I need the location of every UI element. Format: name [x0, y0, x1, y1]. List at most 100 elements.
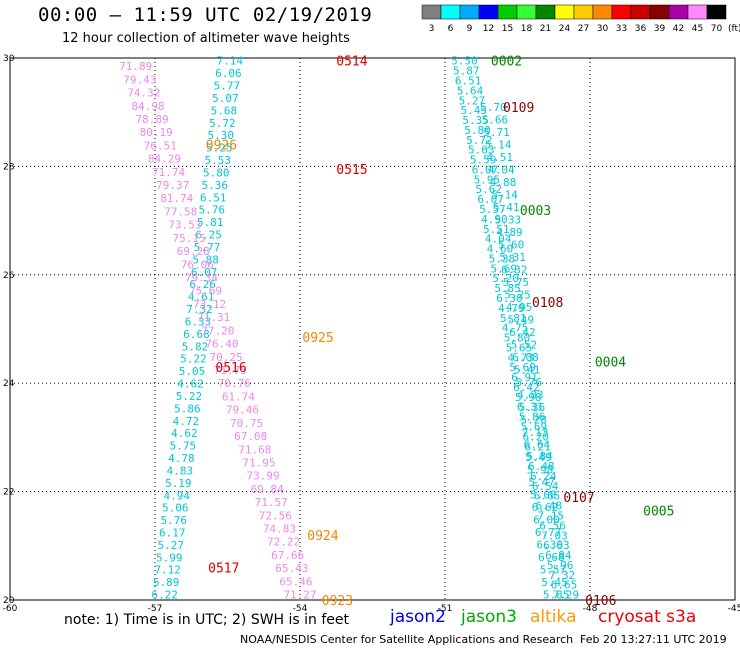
color-scale-label: 27: [578, 24, 589, 34]
wave-height-value: 5.38: [489, 252, 516, 265]
color-scale-label: 24: [559, 24, 571, 34]
wave-height-value: 80.19: [140, 126, 173, 139]
color-swatch: [459, 4, 480, 20]
wave-height-value: 5.76: [516, 376, 543, 389]
wave-height-value: 5.71: [483, 126, 510, 139]
wave-height-value: 4.79: [498, 302, 525, 315]
wave-height-value: 79.37: [156, 179, 189, 192]
wave-height-value: 7.32: [549, 569, 576, 582]
wave-height-value: 4.90: [481, 213, 508, 226]
wave-height-value: 5.06: [162, 502, 189, 515]
lat-tick-label: 28: [3, 162, 15, 172]
wave-height-value: 65.43: [275, 562, 308, 575]
wave-height-value: 6.48: [536, 500, 563, 513]
wave-height-value: 5.45: [541, 576, 568, 589]
wave-height-value: 5.76: [198, 204, 225, 217]
color-scale-label: 3: [429, 24, 435, 34]
color-scale-label: 18: [521, 24, 533, 34]
wave-height-value: 6.56: [539, 519, 566, 532]
lat-tick-label: 20: [3, 596, 15, 606]
pass-time-label: 0516: [215, 361, 246, 376]
lat-tick-label: 22: [3, 488, 14, 498]
wave-height-value: 6.68: [538, 551, 565, 564]
wave-height-value: 7.14: [217, 55, 244, 68]
pass-time-label: 0926: [206, 139, 237, 154]
wave-height-value: 6.24: [530, 470, 557, 483]
wave-height-value: 5.98: [515, 391, 542, 404]
wave-height-value: 4.62: [177, 378, 204, 391]
pass-time-label: 0108: [532, 296, 563, 311]
wave-height-value: 5.05: [179, 365, 206, 378]
wave-height-value: 77.58: [164, 205, 197, 218]
wave-height-value: 6.26: [189, 278, 216, 291]
color-swatch: [706, 4, 727, 20]
color-scale-label: 15: [502, 24, 513, 34]
wave-height-value: 6.63: [543, 539, 570, 552]
wave-height-value: 5.25: [206, 142, 233, 155]
wave-height-value: 5.50: [451, 55, 478, 68]
color-swatch: [573, 4, 594, 20]
wave-height-value: 65.46: [279, 575, 312, 588]
wave-height-value: 6.48: [528, 460, 555, 473]
wave-height-value: 5.86: [519, 411, 546, 424]
wave-height-value: 5.57: [479, 203, 506, 216]
wave-height-value: 5.36: [519, 401, 546, 414]
lon-tick-label: -45: [728, 604, 740, 614]
lon-tick-label: -51: [438, 604, 453, 614]
pass-time-label: 0514: [336, 55, 367, 70]
wave-height-value: 5.80: [504, 332, 531, 345]
wave-height-value: 5.47: [528, 476, 555, 489]
wave-height-value: 6.00: [533, 514, 560, 527]
wave-height-value: 5.63: [468, 144, 495, 157]
wave-height-value: 5.96: [547, 559, 574, 572]
wave-height-value: 5.87: [453, 65, 480, 78]
wave-height-value: 5.20: [492, 272, 519, 285]
wave-height-value: 79.43: [123, 73, 156, 86]
wave-height-value: 7.03: [541, 529, 568, 542]
wave-height-value: 70.76: [218, 377, 251, 390]
wave-height-value: 6.31: [517, 401, 544, 414]
wave-height-value: 5.53: [205, 154, 232, 167]
wave-height-value: 73.12: [193, 298, 226, 311]
wave-height-value: 6.65: [551, 579, 578, 592]
pass-time-label: 0109: [503, 101, 534, 116]
wave-height-value: 5.41: [514, 363, 541, 376]
wave-height-value: 6.77: [535, 526, 562, 539]
color-swatch: [516, 4, 537, 20]
color-scale-label: 21: [540, 24, 551, 34]
wave-height-value: 5.51: [483, 223, 510, 236]
map-subtitle: 12 hour collection of altimeter wave hei…: [62, 31, 350, 46]
color-scale-label: 45: [692, 24, 703, 34]
wave-height-value: 5.64: [457, 84, 484, 97]
wave-height-value: 70.25: [209, 351, 242, 364]
wave-height-value: 6.21: [524, 440, 551, 453]
wave-height-value: 71.75: [214, 364, 247, 377]
wave-height-value: 4.60: [487, 243, 514, 256]
map-title: 00:00 – 11:59 UTC 02/19/2019: [38, 4, 373, 26]
wave-height-value: 75.69: [189, 285, 222, 298]
wave-height-value: 4.75: [502, 322, 529, 335]
wave-height-value: 5.14: [491, 188, 518, 201]
wave-height-value: 5.14: [485, 138, 512, 151]
wave-height-value: 76.06: [181, 258, 214, 271]
wave-height-value: 6.42: [509, 326, 536, 339]
wave-height-value: 6.33: [185, 315, 212, 328]
color-swatch: [611, 4, 632, 20]
wave-height-value: 6.30: [496, 292, 523, 305]
pass-time-label: 0107: [563, 491, 594, 506]
color-scale-unit: (ft): [728, 24, 740, 34]
wave-height-value: 5.59: [470, 154, 497, 167]
wave-height-value: 5.25: [504, 288, 531, 301]
lon-tick-label: -60: [3, 604, 18, 614]
wave-height-value: 5.75: [503, 276, 530, 289]
wave-height-value: 6.51: [200, 191, 227, 204]
wave-height-value: 6.08: [512, 351, 539, 364]
color-scale-label: 9: [467, 24, 473, 34]
wave-height-value: 5.95: [474, 173, 501, 186]
wave-height-value: 84.98: [131, 100, 164, 113]
wave-height-value: 5.69: [521, 421, 548, 434]
wave-height-value: 5.31: [499, 251, 526, 264]
wave-height-value: 5.86: [174, 402, 201, 415]
wave-height-value: 5.49: [525, 451, 552, 464]
wave-height-value: 4.61: [188, 291, 215, 304]
